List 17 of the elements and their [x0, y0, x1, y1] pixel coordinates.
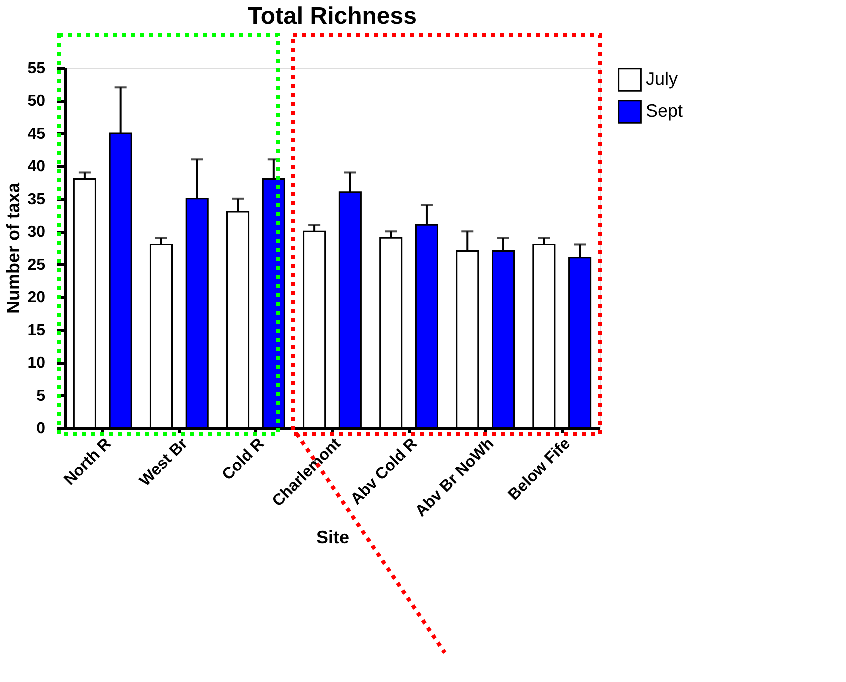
y-tick-label: 0 [36, 420, 46, 438]
y-tick-label: 10 [28, 355, 46, 372]
legend-label: July [646, 69, 678, 89]
y-tick-label: 35 [28, 191, 46, 208]
y-tick-label: 40 [28, 158, 46, 176]
y-tick-label: 50 [28, 93, 46, 110]
y-tick-label: 15 [28, 322, 46, 340]
y-tick-label: 45 [28, 126, 46, 143]
y-tick-label: 55 [28, 60, 46, 78]
y-tick-label: 25 [28, 256, 46, 274]
y-tick-label: 30 [28, 224, 46, 242]
legend-label: Sept [646, 101, 684, 121]
chart-title: Total Richness [248, 3, 417, 30]
y-axis-title: Number of taxa [4, 182, 24, 314]
y-tick-label: 5 [36, 388, 46, 405]
y-tick-label: 20 [28, 290, 46, 307]
x-axis-title: Site [316, 528, 350, 548]
